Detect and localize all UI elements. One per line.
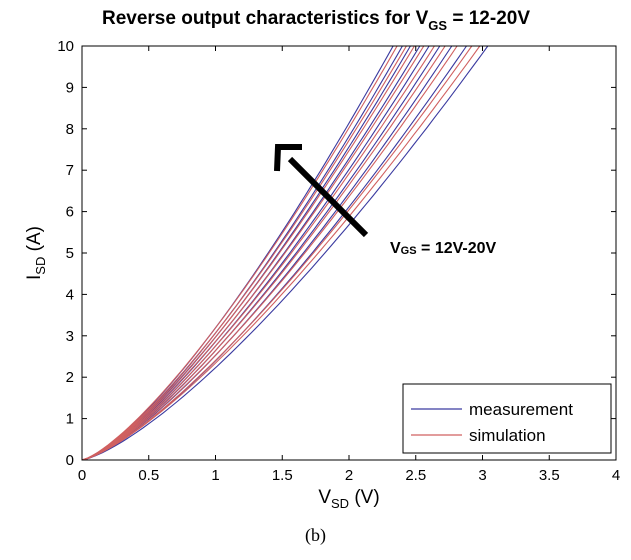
curve-measurement-4	[81, 45, 430, 461]
x-tick-label: 3.5	[539, 467, 560, 484]
x-tick-label: 4	[612, 467, 620, 484]
ticks-group: 0 0.5 1 1.5 2 2.5 3 3.5 4 0 1 2 3 4 5 6 7 8 9 10	[57, 38, 620, 484]
curves-group	[81, 45, 489, 461]
y-tick-label: 9	[66, 79, 74, 96]
x-tick-label: 2	[345, 467, 353, 484]
curve-measurement-1	[81, 45, 403, 461]
annotation-label: VGS = 12V-20V	[390, 240, 497, 257]
curve-simulation-6	[81, 45, 458, 461]
y-tick-label: 10	[57, 38, 74, 55]
y-tick-label: 4	[66, 286, 74, 303]
y-tick-label: 1	[66, 411, 74, 428]
curve-simulation-8	[81, 45, 481, 461]
chart-title-sub: GS	[428, 18, 447, 33]
chart: Reverse output characteristics for VGS =…	[24, 8, 620, 511]
legend: measurement simulation	[402, 383, 612, 454]
y-tick-label: 8	[66, 121, 74, 138]
x-tick-label: 1.5	[272, 467, 293, 484]
y-axis-label: ISD (A)	[24, 226, 48, 280]
chart-title-main: Reverse output characteristics for V	[102, 8, 429, 29]
y-axis-label-main: I	[24, 275, 45, 280]
x-axis-label: VSD (V)	[318, 487, 379, 511]
curve-simulation-2	[81, 45, 415, 461]
x-tick-label: 1	[211, 467, 219, 484]
legend-label-simulation: simulation	[469, 426, 546, 445]
legend-box	[402, 383, 612, 454]
curve-measurement-5	[81, 45, 441, 461]
curve-simulation-4	[81, 45, 435, 461]
y-axis-label-rest: (A)	[24, 226, 45, 257]
curve-simulation-0	[81, 45, 398, 461]
annotation-label-rest: = 12V-20V	[417, 240, 497, 257]
x-tick-label: 2.5	[405, 467, 426, 484]
curve-simulation-3	[81, 45, 425, 461]
annotation-label-sub: GS	[401, 245, 417, 257]
y-tick-label: 2	[66, 369, 74, 386]
legend-label-measurement: measurement	[469, 400, 573, 419]
y-tick-label: 6	[66, 204, 74, 221]
curve-simulation-7	[81, 45, 473, 461]
x-axis-label-rest: (V)	[349, 487, 380, 508]
y-tick-label: 3	[66, 328, 74, 345]
y-tick-label: 5	[66, 245, 74, 262]
curve-measurement-0	[81, 45, 394, 461]
annotation-label-main: V	[390, 240, 401, 257]
x-tick-label: 0.5	[138, 467, 159, 484]
chart-title-rest: = 12-20V	[447, 8, 530, 29]
y-tick-label: 7	[66, 162, 74, 179]
annotation-arrow-shaft	[287, 156, 369, 238]
curve-simulation-1	[81, 45, 407, 461]
y-axis-label-sub: SD	[33, 257, 48, 275]
x-axis-label-sub: SD	[331, 496, 349, 511]
figure-caption: (b)	[305, 525, 326, 545]
x-axis-label-main: V	[318, 487, 331, 508]
x-tick-label: 0	[78, 467, 86, 484]
curve-measurement-8	[81, 45, 489, 461]
chart-title: Reverse output characteristics for VGS =…	[102, 8, 530, 33]
curve-simulation-5	[81, 45, 446, 461]
x-tick-label: 3	[478, 467, 486, 484]
y-tick-label: 0	[66, 452, 74, 469]
annotation-arrow-head	[274, 144, 302, 172]
